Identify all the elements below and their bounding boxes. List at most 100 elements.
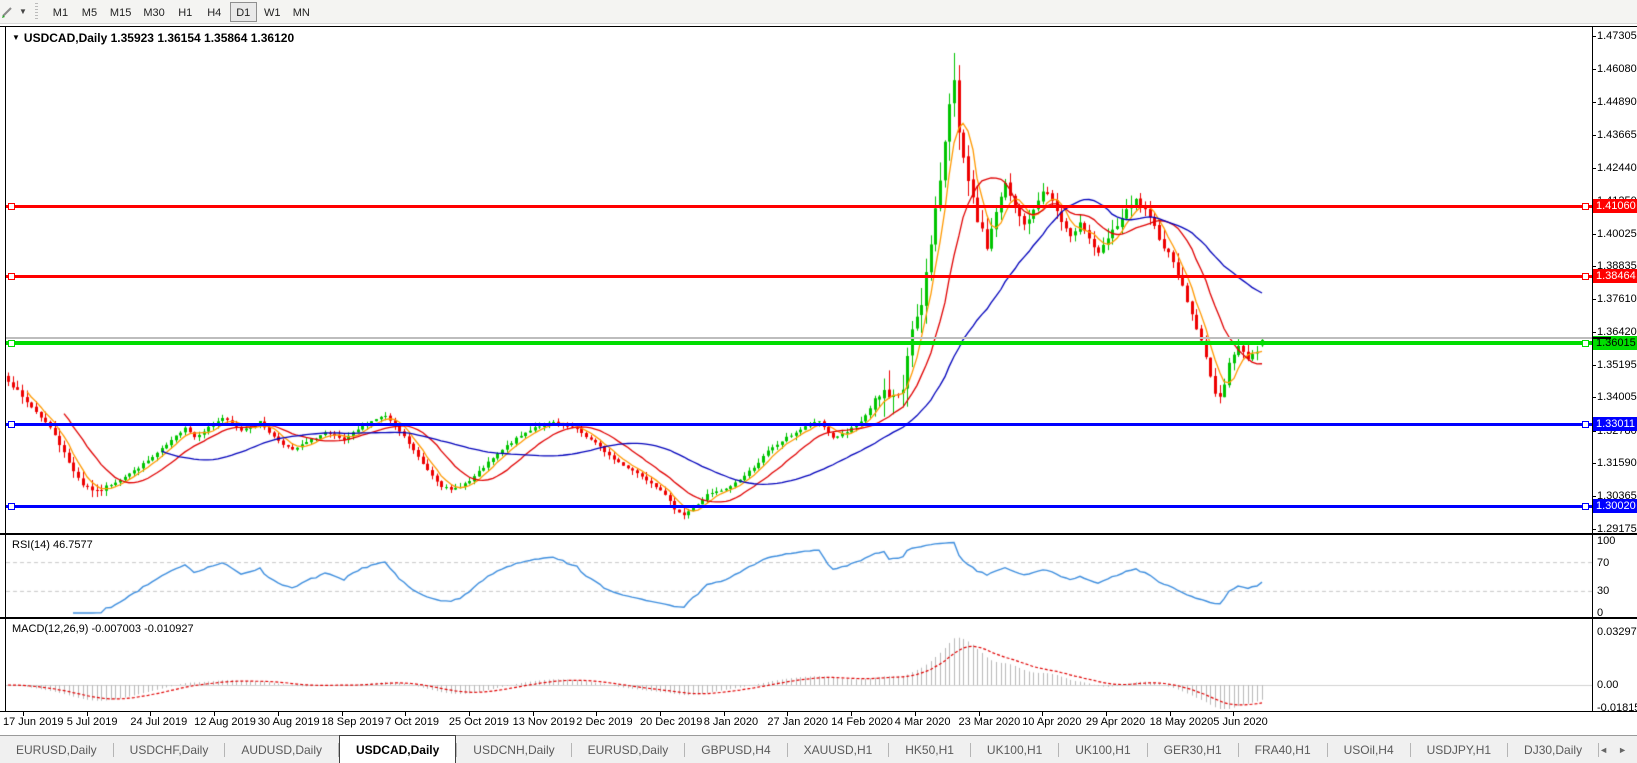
chart-tab-usdcnh-daily[interactable]: USDCNH,Daily	[473, 742, 555, 757]
price-tick-label: 1.37610	[1597, 293, 1637, 306]
timeframe-button-h1[interactable]: H1	[178, 6, 193, 19]
chart-title[interactable]: ▼ USDCAD,Daily 1.35923 1.36154 1.35864 1.…	[12, 31, 294, 45]
price-tick-mark	[1592, 430, 1596, 432]
price-tick-mark	[1592, 266, 1596, 268]
chart-tab-ger30-h1[interactable]: GER30,H1	[1163, 742, 1222, 757]
chart-tab-uk100-h1[interactable]: UK100,H1	[986, 742, 1043, 757]
price-tick-mark	[1592, 496, 1596, 498]
line-handle[interactable]	[8, 273, 15, 280]
tab-separator	[1146, 742, 1148, 757]
date-tick-mark	[914, 712, 916, 716]
date-tick-mark	[468, 712, 470, 716]
chart-tab-hk50-h1[interactable]: HK50,H1	[905, 742, 954, 757]
tab-separator	[888, 742, 890, 757]
line-handle[interactable]	[1582, 340, 1589, 347]
date-tick-label: 7 Oct 2019	[385, 716, 440, 728]
toolbar-grip-handle[interactable]	[32, 2, 40, 21]
date-tick-mark	[1042, 712, 1044, 716]
horizontal-line-1.33011[interactable]	[6, 423, 1592, 426]
line-handle[interactable]	[8, 340, 15, 347]
horizontal-line-1.30020[interactable]	[6, 505, 1592, 508]
tab-separator	[456, 742, 458, 757]
tab-scroll-left-icon[interactable]: ◄	[1599, 744, 1609, 755]
chart-tab-xauusd-h1[interactable]: XAUUSD,H1	[803, 742, 873, 757]
chart-tab-uk100-h1[interactable]: UK100,H1	[1075, 742, 1131, 757]
macd-scale-label: 0.00	[1597, 679, 1619, 691]
price-axis[interactable]: 1.473051.460801.448901.436651.424401.412…	[1592, 26, 1637, 714]
price-tick-mark	[1592, 101, 1596, 103]
chart-tab-eurusd-daily[interactable]: EURUSD,Daily	[587, 742, 669, 757]
tab-scroll-right-icon[interactable]: ►	[1618, 744, 1627, 755]
date-tick-label: 18 Sep 2019	[321, 716, 384, 728]
price-tick-label: 1.43665	[1597, 128, 1637, 141]
horizontal-line-1.41060[interactable]	[6, 205, 1592, 208]
rsi-panel-separator[interactable]	[0, 533, 1637, 535]
date-tick-label: 20 Dec 2019	[640, 716, 703, 728]
timeframe-button-mn[interactable]: MN	[292, 6, 310, 19]
price-flag-1.38464: 1.38464	[1593, 269, 1637, 283]
chart-tab-usdchf-daily[interactable]: USDCHF,Daily	[129, 742, 209, 757]
date-tick-mark	[1169, 712, 1171, 716]
date-tick-mark	[405, 712, 407, 716]
date-tick-label: 5 Jul 2019	[66, 716, 118, 728]
line-handle[interactable]	[8, 503, 15, 510]
timeframe-button-m30[interactable]: M30	[143, 6, 165, 19]
line-handle[interactable]	[8, 421, 15, 428]
line-handle[interactable]	[1582, 203, 1589, 210]
chart-tab-fra40-h1[interactable]: FRA40,H1	[1254, 742, 1311, 757]
timeframe-button-m1[interactable]: M1	[52, 6, 69, 19]
macd-scale-label: -0.018154	[1597, 702, 1637, 714]
chart-tab-audusd-daily[interactable]: AUDUSD,Daily	[241, 742, 322, 757]
axis-separator	[1592, 26, 1593, 712]
price-tick-label: 1.40025	[1597, 227, 1637, 240]
rsi-scale-label: 0	[1597, 607, 1604, 619]
price-tick-label: 1.29175	[1597, 522, 1637, 535]
macd-panel-canvas[interactable]	[6, 620, 1592, 710]
line-handle[interactable]	[1582, 421, 1589, 428]
price-tick-mark	[1592, 331, 1596, 333]
date-tick-mark	[851, 712, 853, 716]
chart-tab-usdjpy-h1[interactable]: USDJPY,H1	[1426, 742, 1492, 757]
horizontal-line-1.38464[interactable]	[6, 275, 1592, 278]
line-handle[interactable]	[8, 203, 15, 210]
date-tick-mark	[532, 712, 534, 716]
price-tick-mark	[1592, 69, 1596, 71]
macd-panel-separator[interactable]	[0, 617, 1637, 619]
price-tick-mark	[1592, 463, 1596, 465]
price-flag-1.30020: 1.30020	[1593, 499, 1637, 513]
current-price-line	[6, 337, 1592, 339]
chart-title-text: USDCAD,Daily 1.35923 1.36154 1.35864 1.3…	[23, 31, 295, 45]
tab-separator	[684, 742, 686, 757]
date-tick-label: 23 Mar 2020	[958, 716, 1021, 728]
date-tick-mark	[150, 712, 152, 716]
chart-tab-usdcad-daily[interactable]: USDCAD,Daily	[338, 735, 457, 763]
chart-tab-dj30-daily[interactable]: DJ30,Daily	[1524, 742, 1583, 757]
date-tick-label: 10 Apr 2020	[1022, 716, 1082, 728]
chart-tab-gbpusd-h4[interactable]: GBPUSD,H4	[701, 742, 771, 757]
timeframe-button-h4[interactable]: H4	[207, 6, 222, 19]
date-tick-label: 29 Apr 2020	[1085, 716, 1146, 728]
chart-dropdown-icon[interactable]: ▼	[12, 33, 20, 42]
price-chart-canvas[interactable]	[6, 27, 1592, 532]
line-handle[interactable]	[1582, 503, 1589, 510]
tab-separator	[1058, 742, 1060, 757]
price-tick-mark	[1592, 528, 1596, 530]
line-handle[interactable]	[1582, 273, 1589, 280]
timeframe-button-m5[interactable]: M5	[81, 6, 98, 19]
price-tick-mark	[1592, 134, 1596, 136]
chart-tab-eurusd-daily[interactable]: EURUSD,Daily	[16, 742, 97, 757]
drawing-tool-button[interactable]: ▼	[0, 1, 31, 23]
price-tick-mark	[1592, 397, 1596, 399]
price-tick-label: 1.44890	[1597, 95, 1637, 108]
tab-separator	[969, 742, 971, 757]
timeframe-button-w1[interactable]: W1	[263, 6, 281, 19]
chart-tab-usoil-h4[interactable]: USOil,H4	[1343, 742, 1394, 757]
rsi-panel-canvas[interactable]	[6, 536, 1592, 616]
date-axis[interactable]: 17 Jun 2019 5 Jul 2019 24 Jul 2019 12 Aug 2…	[0, 712, 1592, 734]
timeframe-button-d1[interactable]: D1	[229, 1, 257, 22]
timeframe-button-m15[interactable]: M15	[109, 6, 132, 19]
tab-separator	[338, 742, 339, 757]
price-tick-label: 1.34005	[1597, 391, 1637, 404]
price-tick-mark	[1592, 299, 1596, 301]
horizontal-line-1.36015[interactable]	[6, 341, 1592, 345]
